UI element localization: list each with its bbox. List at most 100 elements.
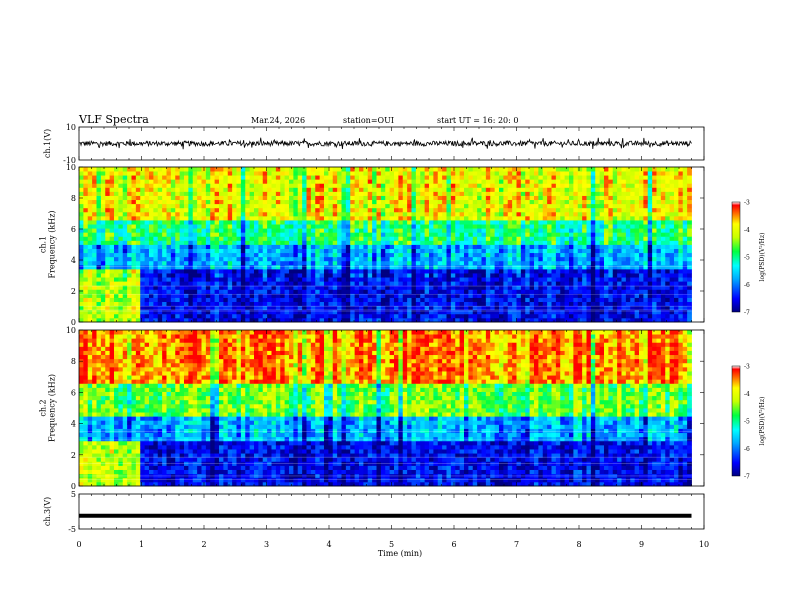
spectrogram-cell [529,317,535,323]
spectrogram-cell [450,171,456,176]
spectrogram-cell [258,285,264,290]
spectrogram-cell [503,183,509,188]
spectrogram-cell [455,285,461,290]
spectrogram-cell [324,179,329,184]
spectrogram-cell [485,183,491,188]
spectrogram-cell [490,211,496,217]
spectrogram-cell [135,301,141,307]
spectrogram-cell [516,183,522,188]
spectrogram-cell [529,215,535,221]
spectrogram-cell [267,244,272,249]
spectrogram-cell [157,248,163,254]
spectrogram-cell [319,220,325,225]
spectrogram-cell [131,248,137,254]
spectrogram-cell [324,309,329,315]
spectrogram-cell [302,301,307,307]
spectrogram-cell [446,220,452,225]
spectrogram-cell [617,175,622,180]
spectrogram-cell [564,211,570,217]
spectrogram-cell [135,228,141,233]
spectrogram-cell [153,273,159,278]
spectrogram-cell [315,183,321,188]
spectrogram-cell [258,167,264,172]
spectrogram-cell [398,232,404,237]
spectrogram-cell [350,293,356,298]
spectrogram-cell [380,195,386,201]
spectrogram-cell [538,252,544,258]
spectrogram-cell [184,224,189,229]
spectrogram-cell [184,264,189,270]
spectrogram-cell [402,240,408,245]
spectrogram-cell [547,264,552,270]
spectrogram-cell [289,260,294,266]
spectrogram-cell [184,175,189,180]
spectrogram-cell [267,281,272,286]
spectrogram-cell [354,191,360,196]
spectrogram-cell [407,313,412,319]
spectrogram-cell [547,305,552,311]
spectrogram-cell [394,195,399,201]
spectrogram-cell [612,256,618,262]
spectrogram-cell [590,236,596,241]
spectrogram-cell [564,293,570,298]
spectrogram-cell [175,268,181,274]
spectrogram-cell [114,289,119,294]
spectrogram-cell [240,179,246,184]
spectrogram-cell [573,183,579,188]
spectrogram-cell [131,301,137,307]
spectrogram-cell [359,268,364,274]
spectrogram-cell [337,171,342,176]
spectrogram-cell [135,277,141,282]
spectrogram-cell [131,289,137,294]
spectrogram-cell [429,256,434,262]
spectrogram-cell [433,256,439,262]
spectrogram-cell [188,305,194,311]
spectrogram-cell [227,252,233,258]
spectrogram-cell [529,228,535,233]
spectrogram-cell [114,277,119,282]
spectrogram-cell [289,273,294,278]
spectrogram-cell [599,297,605,303]
spectrogram-cell [210,167,216,172]
spectrogram-cell [122,211,128,217]
spectrogram-cell [236,281,242,286]
spectrogram-cell [83,317,89,323]
spectrogram-cell [127,207,132,213]
spectrogram-cell [529,248,535,254]
spectrogram-cell [612,171,618,176]
spectrogram-cell [140,215,146,221]
spectrogram-cell [367,317,373,323]
spectrogram-cell [394,207,399,213]
spectrogram-cell [437,285,443,290]
spectrogram-cell [153,305,159,311]
spectrogram-cell [345,260,351,266]
spectrogram-cell [210,297,216,303]
spectrogram-cell [564,289,570,294]
spectrogram-cell [477,211,482,217]
spectrogram-cell [223,244,229,249]
spectrogram-cell [455,220,461,225]
spectrogram-cell [385,232,391,237]
spectrogram-cell [79,171,84,176]
spectrogram-cell [437,252,443,258]
spectrogram-cell [166,256,172,262]
spectrogram-cell [306,167,312,172]
spectrogram-cell [481,289,487,294]
spectrogram-cell [380,220,386,225]
spectrogram-cell [175,244,181,249]
spectrogram-cell [499,277,504,282]
spectrogram-cell [573,293,579,298]
spectrogram-cell [341,191,347,196]
spectrogram-cell [223,191,229,196]
spectrogram-cell [459,179,465,184]
spectrogram-cell [210,301,216,307]
spectrogram-cell [127,297,132,303]
spectrogram-cell [604,313,609,319]
spectrogram-cell [485,195,491,201]
spectrogram-cell [398,179,404,184]
y-tick-label: 10 [66,123,76,132]
spectrogram-cell [538,183,544,188]
spectrogram-cell [490,240,496,245]
spectrogram-cell [341,167,347,172]
spectrogram-cell [350,187,356,192]
